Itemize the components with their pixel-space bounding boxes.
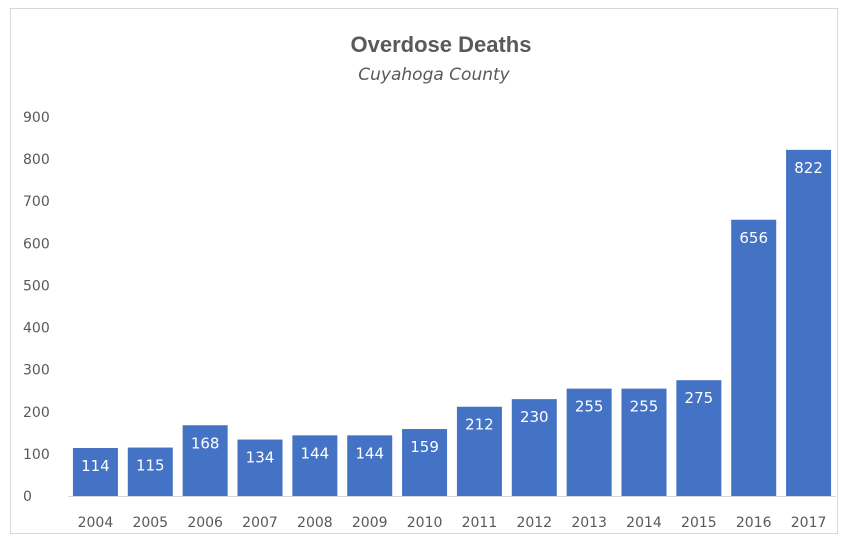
bar-data-label: 275 [685,389,714,407]
bar [127,447,173,496]
bar [566,388,612,496]
y-tick-label: 400 [23,321,50,337]
chart-title: Overdose Deaths [351,32,532,57]
y-tick-label: 100 [23,447,50,463]
x-tick-label: 2012 [516,515,552,531]
bar-data-label: 212 [465,416,494,434]
bar-data-label: 168 [191,434,220,452]
x-tick-label: 2007 [242,515,278,531]
x-tick-label: 2010 [407,515,443,531]
x-axis-ticks: 2004 2005 2006 2007 2008 2009 2010 2011 2012 2013… [78,515,827,531]
y-tick-label: 800 [23,152,50,168]
bar-data-label: 159 [410,438,439,456]
x-tick-label: 2005 [132,515,168,531]
bar-data-label: 230 [520,408,549,426]
x-tick-label: 2004 [78,515,114,531]
bar-data-label: 822 [794,159,823,177]
y-tick-label: 600 [23,236,50,252]
y-tick-label: 300 [23,363,50,379]
x-tick-label: 2014 [626,515,662,531]
x-tick-label: 2017 [791,515,827,531]
bar [237,439,283,496]
bar [731,219,777,497]
y-tick-label: 700 [23,194,50,210]
bar [621,388,667,496]
bar-data-label: 255 [630,398,659,416]
y-axis-ticks: 0 100 200 300 400 500 600 700 800 900 [23,110,50,505]
chart-subtitle: Cuyahoga County [358,65,510,85]
x-tick-label: 2015 [681,515,717,531]
x-tick-label: 2006 [187,515,223,531]
bar-data-label: 114 [81,457,110,475]
x-tick-label: 2011 [462,515,498,531]
x-tick-label: 2013 [571,515,607,531]
bar-data-label: 115 [136,457,165,475]
bar [786,149,832,496]
bar [182,425,228,496]
bar-data-label: 144 [355,444,384,462]
x-tick-label: 2008 [297,515,333,531]
bar-data-label: 656 [739,229,768,247]
bar [292,435,338,496]
bar-data-label: 134 [246,449,275,467]
x-tick-label: 2016 [736,515,772,531]
bar [511,399,557,496]
bar-series: 114 115 168 134 144 144 159 212 230 255 255 275 656 8… [72,149,832,497]
y-tick-label: 0 [23,489,32,505]
bar [456,406,502,496]
bar [676,380,722,496]
bar [402,429,448,496]
y-tick-label: 500 [23,278,50,294]
bar [347,435,393,496]
y-tick-label: 200 [23,405,50,421]
bar [72,447,118,496]
x-tick-label: 2009 [352,515,388,531]
y-tick-label: 900 [23,110,50,126]
bar-data-label: 144 [301,444,330,462]
bar-data-label: 255 [575,398,604,416]
